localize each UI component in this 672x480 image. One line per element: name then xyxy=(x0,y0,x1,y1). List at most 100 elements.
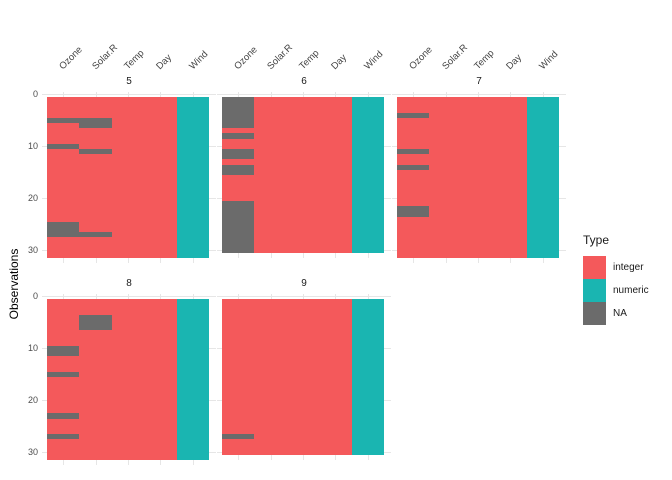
y-tick-label-0: 0 xyxy=(32,88,38,99)
tile-column-day xyxy=(319,97,352,253)
legend-swatch-numeric xyxy=(583,279,606,302)
tile-column-day xyxy=(144,299,177,461)
na-segment xyxy=(79,314,112,331)
y-tick-label-0: 0 xyxy=(32,290,38,301)
tile-column-temp xyxy=(286,299,320,455)
tile-column-solar-r xyxy=(79,97,112,259)
column-label-wind: Wind xyxy=(537,48,561,72)
column-label-solar-r: Solar.R xyxy=(439,42,470,72)
legend-key-na: NA xyxy=(583,302,649,325)
legend-swatch-na xyxy=(583,302,606,325)
tile-column-day xyxy=(144,97,177,259)
tile-column-solar-r xyxy=(429,97,462,259)
column-label-day: Day xyxy=(329,52,350,72)
na-segment xyxy=(47,221,80,238)
y-tick-label-10: 10 xyxy=(27,140,38,151)
legend-label: numeric xyxy=(613,285,649,296)
facet-panel xyxy=(217,294,391,460)
y-tick-label-10: 10 xyxy=(27,342,38,353)
facet-7: Ozone Solar.R Temp Day Wind 7 xyxy=(392,12,566,264)
facet-8: 8 0 10 20 30 xyxy=(28,272,216,466)
na-segment xyxy=(397,112,430,118)
facet-5: Ozone Solar.R Temp Day Wind 5 0 10 20 30 xyxy=(28,12,216,264)
na-segment xyxy=(79,149,112,155)
na-segment xyxy=(222,133,255,139)
column-label-ozone: Ozone xyxy=(232,44,260,72)
column-headers: Ozone Solar.R Temp Day Wind xyxy=(42,12,216,72)
na-segment xyxy=(222,97,255,129)
legend-key-integer: integer xyxy=(583,256,649,279)
tile-column-ozone xyxy=(47,97,80,259)
tile-column-solar-r xyxy=(254,299,287,455)
na-segment xyxy=(397,164,430,170)
facet-row-top: Ozone Solar.R Temp Day Wind 5 0 10 20 30 Ozone Sola… xyxy=(28,12,566,264)
y-tick-label-30: 30 xyxy=(27,244,38,255)
tile-column-day xyxy=(494,97,527,259)
na-segment xyxy=(397,149,430,155)
facet-row-bottom: 8 0 10 20 30 9 xyxy=(28,272,391,466)
tile-column-temp xyxy=(111,299,145,461)
facet-panel: 0 10 20 30 xyxy=(28,89,216,264)
legend-label: integer xyxy=(613,262,644,273)
tile-column-ozone xyxy=(397,97,430,259)
na-segment xyxy=(79,232,112,238)
tile-column-ozone xyxy=(222,97,255,253)
na-segment xyxy=(222,201,255,253)
tile-column-wind xyxy=(351,97,384,253)
tile-column-temp xyxy=(461,97,495,259)
tile-column-wind xyxy=(176,299,209,461)
na-segment xyxy=(222,434,255,440)
y-tick-label-30: 30 xyxy=(27,446,38,457)
legend-keys: integer numeric NA xyxy=(583,256,649,325)
column-headers: Ozone Solar.R Temp Day Wind xyxy=(217,12,391,72)
column-label-day: Day xyxy=(154,52,175,72)
facet-strip-label: 8 xyxy=(126,277,132,289)
gridline-y0 xyxy=(42,296,216,298)
legend: Type integer numeric NA xyxy=(583,233,649,325)
y-tick-label-20: 20 xyxy=(27,394,38,405)
tile-grid xyxy=(397,97,559,259)
tile-column-temp xyxy=(286,97,320,253)
column-label-temp: Temp xyxy=(297,47,322,72)
tile-column-wind xyxy=(176,97,209,259)
column-label-temp: Temp xyxy=(122,47,147,72)
column-label-day: Day xyxy=(504,52,525,72)
legend-title: Type xyxy=(583,233,610,247)
facet-strip-label: 9 xyxy=(301,277,307,289)
tile-column-temp xyxy=(111,97,145,259)
tile-column-solar-r xyxy=(254,97,287,253)
facet-panel xyxy=(392,92,566,264)
facet-strip-label: 5 xyxy=(126,75,132,87)
tile-grid xyxy=(222,299,384,455)
na-segment xyxy=(47,413,80,419)
na-segment xyxy=(222,164,255,175)
facet-9: 9 xyxy=(217,272,391,460)
na-segment xyxy=(397,206,430,217)
na-segment xyxy=(47,434,80,440)
tile-column-wind xyxy=(351,299,384,455)
gridline-y0 xyxy=(392,94,566,96)
column-label-solar-r: Solar.R xyxy=(89,42,120,72)
column-label-wind: Wind xyxy=(362,48,386,72)
column-label-ozone: Ozone xyxy=(57,44,85,72)
y-tick-label-20: 20 xyxy=(27,192,38,203)
tile-column-ozone xyxy=(222,299,255,455)
facet-strip-label: 6 xyxy=(301,75,307,87)
tile-column-ozone xyxy=(47,299,80,461)
facet-panel xyxy=(217,92,391,258)
column-label-ozone: Ozone xyxy=(407,44,435,72)
column-headers: Ozone Solar.R Temp Day Wind xyxy=(392,12,566,72)
column-label-wind: Wind xyxy=(187,48,211,72)
tile-grid xyxy=(47,97,209,259)
legend-label: NA xyxy=(613,308,627,319)
gridline-y0 xyxy=(217,94,391,96)
column-label-temp: Temp xyxy=(472,47,497,72)
na-segment xyxy=(47,345,80,357)
na-segment xyxy=(79,117,112,129)
tile-column-day xyxy=(319,299,352,455)
facet-strip-label: 7 xyxy=(476,75,482,87)
gridline-y0 xyxy=(217,296,391,298)
na-segment xyxy=(47,371,80,377)
